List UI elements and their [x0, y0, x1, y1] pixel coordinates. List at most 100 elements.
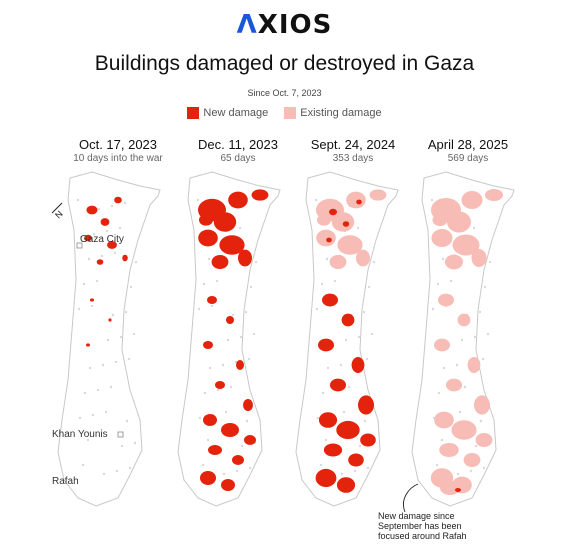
panel-elapsed: 569 days [447, 153, 489, 164]
building-dot [365, 357, 369, 361]
building-dot [245, 419, 249, 423]
new-damage [108, 318, 112, 322]
logo-mark: Λ [236, 10, 258, 40]
panel-header-2: Dec. 11, 2023 65 days [178, 137, 298, 164]
building-dot [240, 444, 244, 448]
building-dot [319, 463, 323, 467]
existing-damage [440, 481, 460, 495]
existing-damage [329, 255, 347, 269]
building-dot [244, 310, 248, 314]
building-dot [96, 388, 100, 392]
existing-damage [461, 191, 483, 209]
new-damage [90, 298, 94, 302]
building-dot [431, 307, 435, 311]
new-damage [330, 378, 346, 392]
building-dot [481, 357, 485, 361]
building-dot [109, 385, 113, 389]
building-dot [344, 338, 348, 342]
building-dot [128, 466, 132, 470]
building-dot [222, 472, 226, 476]
new-damage [342, 221, 350, 227]
building-dot [238, 226, 242, 230]
panel-date: April 28, 2025 [427, 137, 509, 152]
logo-text: XIOS [257, 10, 333, 40]
building-dot [83, 391, 87, 395]
new-damage [84, 234, 92, 242]
existing-damage [316, 229, 336, 247]
new-damage [358, 395, 374, 415]
building-dot [326, 366, 330, 370]
building-dot [196, 198, 200, 202]
building-dot [81, 463, 85, 467]
building-dot [215, 279, 219, 283]
panel-header-3: Sept. 24, 2024 353 days [293, 137, 413, 164]
building-dot [229, 385, 233, 389]
building-dot [95, 279, 99, 283]
new-damage [203, 414, 217, 426]
building-dot [333, 279, 337, 283]
building-dot [363, 419, 367, 423]
building-dot [208, 366, 212, 370]
gaza-strip-outline [177, 171, 281, 507]
label-gaza-city: Gaza City [80, 234, 124, 245]
new-damage [232, 455, 244, 465]
building-dot [456, 472, 460, 476]
new-damage [238, 249, 252, 267]
new-damage [329, 208, 337, 216]
building-dot [101, 363, 105, 367]
existing-damage [471, 249, 487, 267]
rafah-annotation: New damage since September has been focu… [378, 483, 467, 541]
building-dot [129, 285, 133, 289]
existing-damage [467, 357, 481, 373]
panel-date: Dec. 11, 2023 [198, 137, 278, 152]
building-dot [111, 313, 115, 317]
building-dot [440, 438, 444, 442]
building-dot [198, 416, 202, 420]
existing-damage [356, 249, 370, 267]
panel-header-1: Oct. 17, 2023 10 days into the war [58, 137, 178, 164]
annotation-line-3: focused around Rafah [378, 531, 467, 541]
panel-elapsed: 10 days into the war [73, 153, 163, 164]
building-dot [430, 198, 434, 202]
annotation-line-1: New damage since [378, 511, 455, 521]
new-damage [215, 381, 225, 389]
building-dot [231, 313, 235, 317]
building-dot [239, 335, 243, 339]
building-dot [104, 410, 108, 414]
existing-damage [438, 293, 454, 307]
compass-label: N [53, 209, 65, 221]
building-dot [207, 257, 211, 261]
building-dot [91, 413, 95, 417]
building-dot [316, 416, 320, 420]
building-dot [357, 335, 361, 339]
panel-elapsed: 353 days [332, 153, 374, 164]
new-damage [122, 254, 128, 262]
panel-date: Oct. 17, 2023 [78, 137, 158, 152]
new-damage [226, 316, 234, 324]
building-dot [132, 332, 136, 336]
building-dot [437, 391, 441, 395]
legend-swatch-new [187, 107, 200, 119]
new-damage [322, 293, 338, 307]
building-dot [82, 282, 86, 286]
new-damage [243, 399, 253, 411]
new-damage [341, 313, 355, 327]
building-dot [436, 282, 440, 286]
existing-damage [317, 214, 331, 226]
building-dot [479, 419, 483, 423]
label-rafah: Rafah [52, 476, 79, 487]
building-dot [474, 444, 478, 448]
building-dot [324, 438, 328, 442]
building-dot [123, 201, 127, 205]
new-damage [251, 189, 269, 201]
legend-label-new: New damage [203, 107, 269, 119]
existing-damage [337, 235, 363, 255]
axios-logo: ΛXIOS [0, 10, 569, 40]
building-dot [202, 282, 206, 286]
new-damage [86, 205, 98, 215]
new-damage [455, 488, 461, 492]
existing-damage [457, 313, 471, 327]
existing-damage [431, 229, 453, 247]
existing-damage [447, 211, 471, 233]
label-khan-younis: Khan Younis [52, 429, 108, 440]
